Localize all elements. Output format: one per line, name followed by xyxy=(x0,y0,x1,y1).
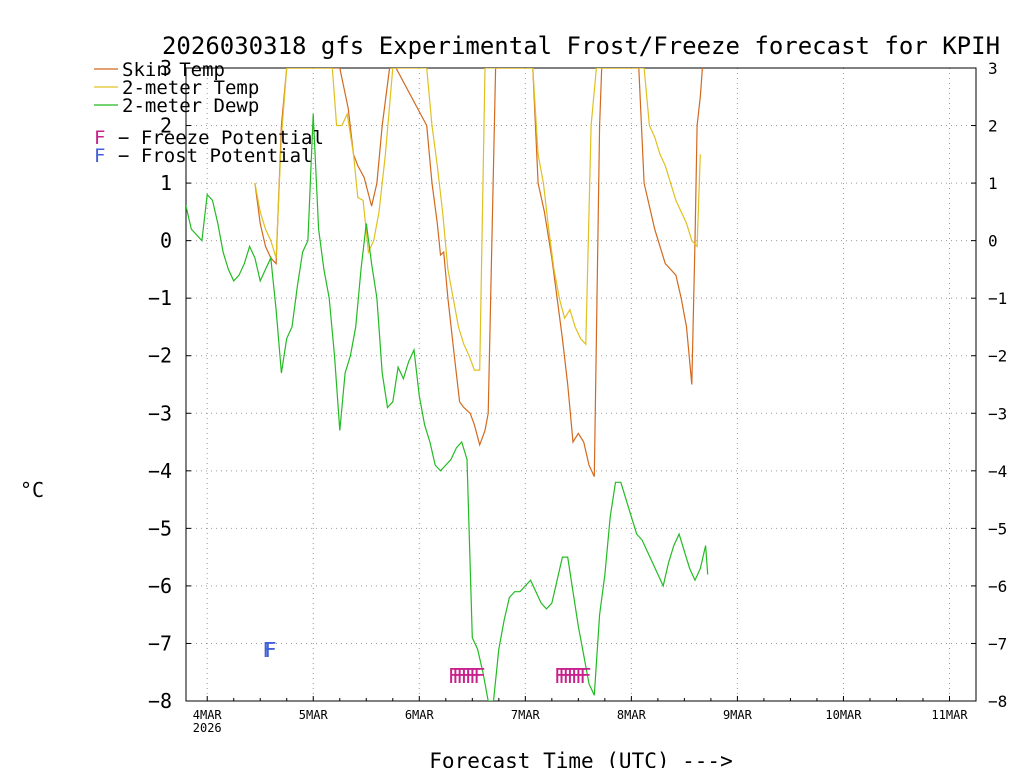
y-tick-label-right: −5 xyxy=(988,519,1007,538)
x-tick-label: 6MAR xyxy=(405,708,435,722)
series-lines xyxy=(186,68,709,701)
series-line-skin-temp xyxy=(254,68,703,477)
y-tick-label-right: −6 xyxy=(988,577,1007,596)
freeze-potential-marker: F xyxy=(562,664,574,688)
x-tick-label: 9MAR xyxy=(723,708,753,722)
y-tick-label-left: −2 xyxy=(148,344,172,368)
freeze-potential-marker: F xyxy=(461,664,473,688)
y-tick-label-left: −5 xyxy=(148,516,172,540)
series-line-2-meter-dewp xyxy=(186,113,709,701)
y-tick-label-right: 0 xyxy=(988,232,998,251)
series-line-2-meter-temp xyxy=(254,68,701,371)
freeze-potential-marker: F xyxy=(448,664,460,688)
y-tick-label-right: −4 xyxy=(988,462,1007,481)
plot-frame xyxy=(185,67,977,702)
x-tick-label: 5MAR xyxy=(299,708,329,722)
y-tick-label-right: 2 xyxy=(988,117,998,136)
freeze-potential-marker: F xyxy=(473,664,485,688)
y-tick-label-right: −7 xyxy=(988,634,1007,653)
y-tick-label-left: 2 xyxy=(160,114,172,138)
legend-label-2m-temp: 2-meter Temp xyxy=(122,77,259,99)
freeze-potential-marker: F xyxy=(571,664,583,688)
x-axis-label: Forecast Time (UTC) ---> xyxy=(429,749,732,768)
chart-title: 2026030318 gfs Experimental Frost/Freeze… xyxy=(162,32,1000,60)
y-tick-label-left: −4 xyxy=(148,459,172,483)
y-tick-label-left: 1 xyxy=(160,171,172,195)
y-tick-label-left: 0 xyxy=(160,229,172,253)
frost-potential-marker: F xyxy=(262,638,274,662)
y-tick-label-left: −6 xyxy=(148,574,172,598)
x-tick-sublabel: 2026 xyxy=(193,721,222,735)
freeze-potential-marker: F xyxy=(579,664,591,688)
legend-label-2m-dewp: 2-meter Dewp xyxy=(122,95,259,117)
legend-label-skin-temp: Skin Temp xyxy=(122,59,225,81)
y-tick-label-right: −8 xyxy=(988,692,1007,711)
legend-frost-label: − Frost Potential xyxy=(118,145,312,167)
frost-potential-marker: F xyxy=(264,638,276,662)
y-tick-label-right: −3 xyxy=(988,404,1007,423)
x-tick-label: 4MAR xyxy=(193,708,223,722)
y-axis-label: °C xyxy=(20,478,44,502)
y-tick-label-left: −1 xyxy=(148,286,172,310)
freeze-potential-marker: F xyxy=(567,664,579,688)
freeze-potential-marker: F xyxy=(469,664,481,688)
freeze-potential-marker: F xyxy=(465,664,477,688)
grid xyxy=(186,67,976,702)
y-axis: 3 3 2 2 1 1 0 0 −1 −1 −2 −2 −3 −3 −4 −4 −5 −5 −6 −6 −7 −7 −8 −8 xyxy=(148,56,1007,713)
y-tick-label-left: 3 xyxy=(160,56,172,80)
x-tick-label: 8MAR xyxy=(617,708,647,722)
y-tick-label-right: −2 xyxy=(988,347,1007,366)
freeze-potential-marker: F xyxy=(558,664,570,688)
y-tick-label-right: 1 xyxy=(988,174,998,193)
y-tick-label-left: −3 xyxy=(148,401,172,425)
freeze-potential-marker: F xyxy=(452,664,464,688)
freeze-potential-marker: F xyxy=(575,664,587,688)
y-tick-label-right: −1 xyxy=(988,289,1007,308)
legend-freeze-label: − Freeze Potential xyxy=(118,127,324,149)
x-tick-label: 10MAR xyxy=(825,708,862,722)
freeze-potential-marker: F xyxy=(554,664,566,688)
legend-freeze-glyph: F xyxy=(94,127,105,149)
y-tick-label-left: −8 xyxy=(148,689,172,713)
y-tick-label-left: −7 xyxy=(148,631,172,655)
legend: Skin Temp 2-meter Temp 2-meter Dewp F − … xyxy=(94,59,324,167)
legend-frost-glyph: F xyxy=(94,145,105,167)
x-tick-label: 11MAR xyxy=(931,708,968,722)
y-tick-label-right: 3 xyxy=(988,59,998,78)
freeze-potential-marker: F xyxy=(456,664,468,688)
x-tick-label: 7MAR xyxy=(511,708,541,722)
